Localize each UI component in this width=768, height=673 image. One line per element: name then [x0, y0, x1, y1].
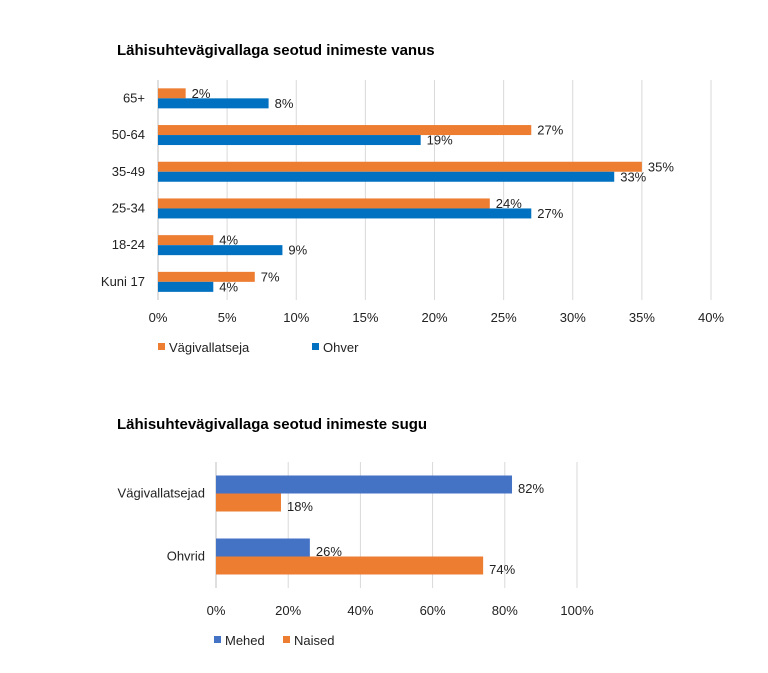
bar-vägivallatseja	[158, 271, 255, 282]
legend-label: Ohver	[323, 340, 359, 355]
legend-swatch	[312, 343, 319, 350]
bar-ohver	[158, 135, 421, 146]
data-label: 4%	[219, 233, 238, 248]
x-tick-label: 15%	[352, 310, 378, 325]
data-label: 27%	[537, 123, 563, 138]
x-tick-label: 35%	[629, 310, 655, 325]
category-label: 65+	[123, 90, 145, 105]
data-label: 27%	[537, 206, 563, 221]
bar-ohver	[158, 98, 269, 109]
data-label: 74%	[489, 562, 515, 577]
x-tick-label: 60%	[420, 603, 446, 618]
bar-vägivallatseja	[158, 235, 214, 246]
x-tick-label: 80%	[492, 603, 518, 618]
data-label: 7%	[261, 269, 280, 284]
category-label: Vägivallatsejad	[118, 486, 205, 501]
legend-swatch	[158, 343, 165, 350]
bar-ohver	[158, 245, 283, 256]
data-label: 19%	[427, 133, 453, 148]
x-tick-label: 100%	[560, 603, 594, 618]
x-tick-label: 40%	[698, 310, 724, 325]
bar-ohver	[158, 208, 532, 219]
legend-label: Vägivallatseja	[169, 340, 250, 355]
category-label: Kuni 17	[101, 274, 145, 289]
data-label: 24%	[496, 196, 522, 211]
data-label: 8%	[275, 96, 294, 111]
x-tick-label: 25%	[491, 310, 517, 325]
x-tick-label: 0%	[207, 603, 226, 618]
data-label: 4%	[219, 279, 238, 294]
bar-ohver	[158, 281, 214, 292]
data-label: 33%	[620, 169, 646, 184]
legend-swatch	[283, 636, 290, 643]
bar-naised	[216, 493, 281, 512]
data-label: 35%	[648, 159, 674, 174]
data-label: 82%	[518, 481, 544, 496]
legend-label: Naised	[294, 633, 334, 648]
bar-ohver	[158, 171, 615, 182]
bar-vägivallatseja	[158, 198, 490, 209]
data-label: 26%	[316, 544, 342, 559]
bar-vägivallatseja	[158, 125, 532, 136]
x-tick-label: 40%	[347, 603, 373, 618]
bar-vägivallatseja	[158, 88, 186, 99]
bar-mehed	[216, 475, 513, 494]
x-tick-label: 10%	[283, 310, 309, 325]
x-tick-label: 20%	[421, 310, 447, 325]
chart-title-age: Lähisuhtevägivallaga seotud inimeste van…	[117, 42, 435, 59]
category-label: 35-49	[112, 164, 145, 179]
x-tick-label: 5%	[218, 310, 237, 325]
bar-mehed	[216, 538, 310, 557]
bar-naised	[216, 556, 484, 575]
data-label: 18%	[287, 499, 313, 514]
category-label: 25-34	[112, 200, 145, 215]
x-tick-label: 20%	[275, 603, 301, 618]
data-label: 9%	[288, 243, 307, 258]
chart-title-gender: Lähisuhtevägivallaga seotud inimeste sug…	[117, 416, 427, 433]
x-tick-label: 0%	[149, 310, 168, 325]
x-tick-label: 30%	[560, 310, 586, 325]
legend-label: Mehed	[225, 633, 265, 648]
legend-swatch	[214, 636, 221, 643]
category-label: 18-24	[112, 237, 145, 252]
bar-vägivallatseja	[158, 161, 642, 172]
category-label: 50-64	[112, 127, 145, 142]
data-label: 2%	[192, 86, 211, 101]
category-label: Ohvrid	[167, 549, 205, 564]
